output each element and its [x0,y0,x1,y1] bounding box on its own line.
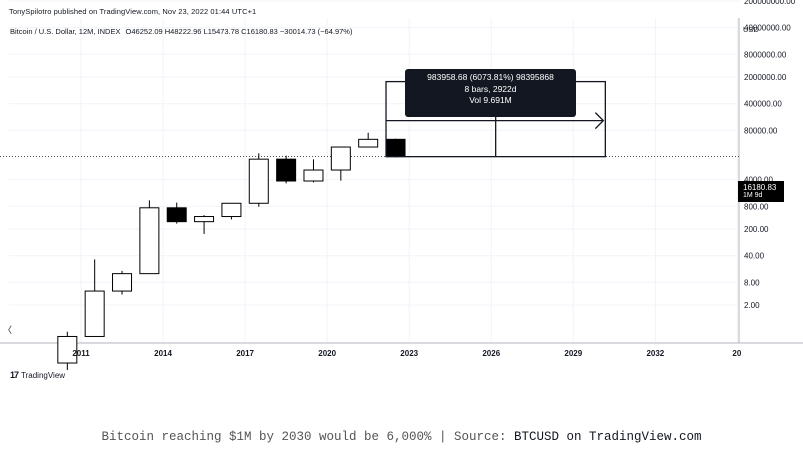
candle-2015 [194,215,215,234]
axis-labels: 200000000.00 40000000.00 8000000.00 2000000… [72,0,795,358]
y-tick-label: 4000.00 [744,176,773,185]
caption: Bitcoin reaching $1M by 2030 would be 6,… [0,430,803,444]
candle-body [57,335,78,364]
candle-2020 [330,146,351,181]
instrument-name[interactable]: Bitcoin / U.S. Dollar, 12M, INDEX [10,27,121,36]
tradingview-logo[interactable]: 17 TradingView [10,370,65,380]
candle-body [112,273,133,292]
current-price-label: 16180.83 1M 9d [738,181,784,202]
candle-body [248,158,269,204]
caption-text: Bitcoin reaching $1M by 2030 would be 6,… [101,430,515,444]
currency-label: USD [743,25,759,34]
x-tick-label: 2014 [154,349,172,358]
candle-2012 [112,270,133,295]
high-value: H48222.96 [164,27,202,36]
measure-tooltip-price: 983958.68 (6073.81%) 98395868 [427,72,554,82]
current-price-value: 16180.83 [743,183,777,192]
candle-2022 [385,138,406,158]
candle-body [276,158,297,182]
y-tick-label: 200.00 [744,225,769,234]
candle-2011 [84,259,105,337]
x-tick-label: 2020 [318,349,336,358]
tradingview-logo-text: TradingView [21,370,66,380]
y-tick-label: 400000.00 [744,100,782,109]
low-value: L15473.78 [203,27,240,36]
y-tick-label: 80000.00 [744,126,778,135]
candle-body [221,202,242,218]
y-tick-label: 200000000.00 [744,0,796,6]
measure-tooltip-volume: Vol 9.691M [469,95,512,105]
measure-tooltip: 983958.68 (6073.81%) 98395868 8 bars, 29… [405,69,576,117]
publisher-line: TonySpilotro published on TradingView.co… [9,7,257,16]
candle-body [303,169,324,182]
x-tick-label: 2029 [564,349,582,358]
candle-2014 [166,202,187,224]
candle-2013 [139,200,160,275]
bar-countdown: 1M 9d [743,192,763,199]
x-tick-label: 2023 [400,349,418,358]
scroll-left-icon[interactable]: 〈 [3,325,13,335]
x-tick-label: 2017 [236,349,254,358]
price-chart[interactable]: 200000000.00 40000000.00 8000000.00 2000000… [0,0,803,370]
candle-2018 [276,155,297,184]
candle-body [166,207,187,223]
candle-2010 [57,331,78,370]
candle-body [385,138,406,158]
candle-2019 [303,159,324,183]
y-tick-label: 2.00 [744,301,760,310]
candle-body [330,146,351,171]
ohlc-legend: Bitcoin / U.S. Dollar, 12M, INDEX O46252… [10,27,352,36]
y-tick-label: 8000000.00 [744,50,787,59]
candle-2021 [358,132,379,148]
candles [57,132,406,370]
x-tick-label: 2026 [482,349,500,358]
chart-axes [0,18,803,344]
candle-2016 [221,202,242,220]
x-tick-label: 2032 [646,349,664,358]
y-tick-label: 2000000.00 [744,73,787,82]
caption-source: BTCUSD on TradingView.com [514,430,702,444]
candle-body [139,207,160,275]
candle-body [84,290,105,337]
chart-grid [9,0,739,343]
x-tick-label: 2011 [72,349,90,358]
candle-body [194,216,215,223]
open-value: O46252.09 [125,27,163,36]
close-value: C16180.83 [241,27,278,36]
candle-body [358,138,379,148]
candle-2017 [248,153,269,207]
measure-tooltip-bars: 8 bars, 2922d [464,83,517,94]
change-value: −30014.73 (−64.97%) [279,27,353,36]
x-tick-label: 20 [732,349,741,358]
measure-right-arrowhead [594,112,605,130]
y-tick-label: 8.00 [744,278,760,287]
y-tick-label: 40.00 [744,252,765,261]
y-tick-label: 40000000.00 [744,24,791,33]
y-tick-label: 800.00 [744,202,769,211]
tradingview-logo-icon: 17 [10,370,19,380]
